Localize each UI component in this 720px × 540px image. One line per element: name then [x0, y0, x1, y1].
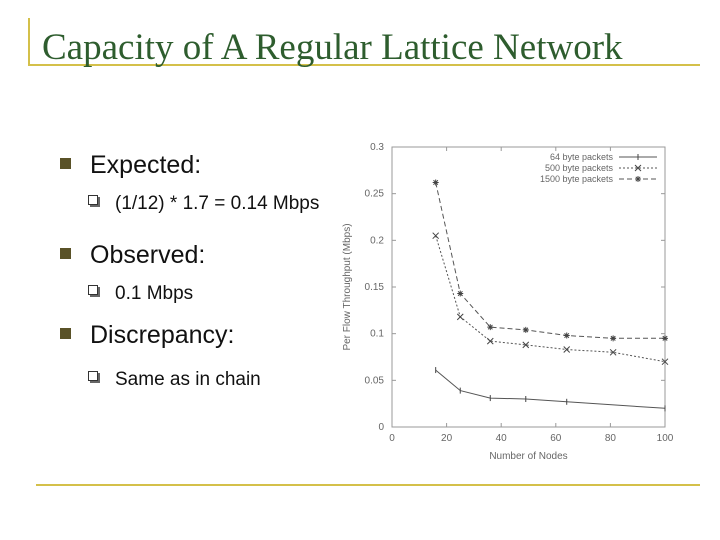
star-marker — [662, 335, 668, 342]
y-tick-label: 0.15 — [365, 282, 385, 293]
x-marker — [456, 313, 464, 321]
star-marker — [457, 290, 464, 297]
x-marker — [661, 358, 669, 366]
star-marker — [522, 326, 529, 333]
x-tick-label: 100 — [657, 433, 674, 444]
x-marker — [609, 348, 617, 356]
frame-vertical-rule — [28, 18, 30, 66]
sub-bullet-label: 0.1 Mbps — [115, 283, 194, 304]
frame-title-underline — [28, 64, 700, 66]
y-axis-label: Per Flow Throughput (Mbps) — [342, 223, 353, 350]
x-tick-label: 80 — [605, 433, 617, 444]
star-marker — [563, 332, 570, 339]
y-tick-label: 0.05 — [365, 375, 385, 386]
checkbox-bullet-icon — [88, 195, 98, 205]
square-bullet-icon — [60, 158, 71, 169]
bullet-label: Observed: — [90, 241, 206, 269]
x-marker — [522, 341, 530, 349]
sub-bullet-label: (1/12) * 1.7 = 0.14 Mbps — [115, 193, 320, 214]
x-tick-label: 60 — [550, 433, 562, 444]
y-tick-label: 0.25 — [365, 189, 385, 200]
sub-bullet-expected-value: (1/12) * 1.7 = 0.14 Mbps — [88, 190, 340, 218]
slide-title: Capacity of A Regular Lattice Network — [42, 27, 623, 68]
star-marker — [432, 179, 439, 186]
plot-frame — [391, 146, 666, 428]
bullet-label: Discrepancy: — [90, 321, 235, 349]
y-tick-label: 0.3 — [370, 142, 384, 153]
series-line — [435, 235, 666, 363]
legend-label: 1500 byte packets — [540, 174, 614, 184]
square-bullet-icon — [60, 248, 71, 259]
sub-bullet-observed-value: 0.1 Mbps — [88, 280, 340, 308]
star-marker — [635, 176, 641, 182]
bullet-observed: Observed: — [60, 238, 340, 272]
x-tick-label: 40 — [496, 433, 508, 444]
checkbox-bullet-icon — [88, 371, 98, 381]
x-marker — [432, 232, 440, 240]
throughput-chart: 0 20 40 60 80 100 0 0.05 0.1 0.15 0.2 0.25 0.3 Number… — [342, 142, 674, 462]
sub-bullet-discrepancy-value: Same as in chain — [88, 366, 340, 394]
square-bullet-icon — [60, 328, 71, 339]
series-line — [435, 182, 665, 339]
x-marker — [486, 337, 494, 345]
star-marker — [610, 335, 617, 342]
frame-footer-rule — [36, 484, 700, 486]
bullet-list: Expected: (1/12) * 1.7 = 0.14 Mbps Obser… — [60, 148, 340, 394]
bullet-discrepancy: Discrepancy: — [60, 318, 340, 352]
bullet-expected: Expected: — [60, 148, 340, 182]
checkbox-bullet-icon — [88, 285, 98, 295]
y-tick-label: 0.1 — [370, 329, 384, 340]
bullet-label: Expected: — [90, 151, 202, 179]
x-marker — [563, 346, 571, 353]
series-line — [435, 369, 666, 409]
star-marker — [487, 324, 494, 331]
x-tick-label: 0 — [389, 433, 395, 444]
x-marker — [634, 164, 642, 172]
legend-label: 500 byte packets — [545, 163, 614, 173]
x-tick-label: 20 — [441, 433, 453, 444]
y-tick-label: 0 — [378, 422, 384, 433]
x-axis-label: Number of Nodes — [489, 451, 567, 462]
legend-label: 64 byte packets — [550, 152, 614, 162]
sub-bullet-label: Same as in chain — [115, 369, 261, 390]
y-tick-label: 0.2 — [370, 235, 384, 246]
